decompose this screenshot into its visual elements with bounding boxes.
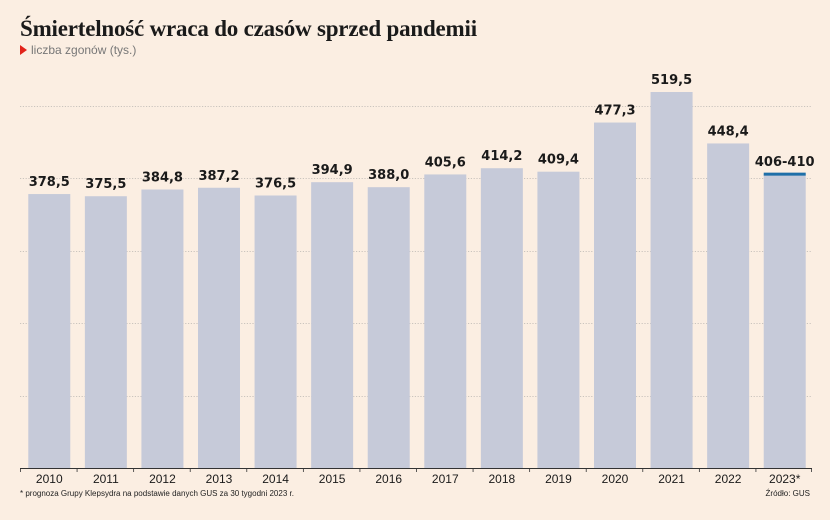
x-tick-label: 2015 [319, 472, 346, 486]
page-title: Śmiertelność wraca do czasów sprzed pand… [20, 16, 477, 41]
subtitle: liczba zgonów (tys.) [20, 43, 136, 57]
bar-2019 [537, 171, 580, 469]
forecast-range-marker [763, 172, 806, 176]
value-label: 387,2 [198, 169, 239, 184]
value-label: 409,4 [538, 153, 579, 168]
bar-2022 [707, 143, 750, 468]
bar-2011 [84, 196, 127, 468]
x-tick-label: 2016 [375, 472, 402, 486]
value-label: 477,3 [594, 104, 635, 119]
bar-2018 [480, 168, 523, 468]
value-label: 375,5 [85, 177, 126, 192]
value-label: 384,8 [142, 170, 183, 185]
value-label: 394,9 [312, 163, 353, 178]
bar-2021 [650, 92, 693, 468]
x-tick-label: 2017 [432, 472, 459, 486]
bar-2010 [28, 194, 71, 468]
source: Źródło: GUS [765, 489, 810, 498]
bar-2017 [424, 174, 467, 468]
x-tick-label: 2020 [602, 472, 629, 486]
bar-2012 [141, 189, 184, 469]
bar-2023-forecast [763, 174, 806, 468]
bar-2013 [198, 187, 240, 469]
value-label: 378,5 [29, 175, 70, 190]
subtitle-text: liczba zgonów (tys.) [31, 43, 137, 57]
value-label: 405,6 [425, 155, 466, 170]
footnote: * prognoza Grupy Klepsydra na podstawie … [20, 489, 294, 498]
bar-2016 [367, 187, 410, 468]
x-tick-label: 2021 [658, 472, 685, 486]
x-tick-label: 2014 [262, 472, 289, 486]
x-tick-label: 2022 [715, 472, 742, 486]
x-tick-label: 2013 [206, 472, 233, 486]
value-label: 448,4 [708, 124, 749, 139]
value-label: 376,5 [255, 176, 296, 191]
value-label: 519,5 [651, 73, 692, 88]
bar-2015 [311, 182, 354, 468]
value-label: 406-410 [755, 155, 815, 170]
x-tick-label: 2023* [769, 472, 801, 486]
value-label: 388,0 [368, 168, 409, 183]
x-tick-label: 2018 [489, 472, 516, 486]
value-label: 414,2 [481, 149, 522, 164]
bar-2020 [594, 122, 636, 468]
bar-2014 [254, 195, 297, 468]
triangle-marker-icon [20, 45, 27, 55]
x-tick-label: 2019 [545, 472, 572, 486]
x-tick-label: 2011 [93, 472, 119, 486]
x-tick-label: 2010 [36, 472, 63, 486]
x-tick-label: 2012 [149, 472, 176, 486]
